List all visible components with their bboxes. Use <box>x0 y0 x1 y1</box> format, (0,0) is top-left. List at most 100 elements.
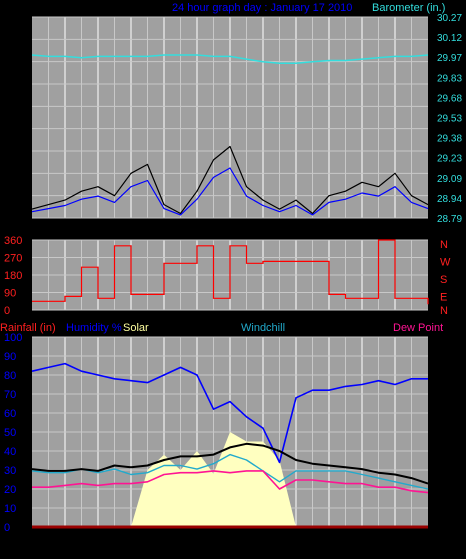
x-tick-label: 12 PM <box>187 313 216 324</box>
x-tick-label: 6 AM <box>94 529 117 540</box>
barometer-tick-label: 30.12 <box>437 33 462 44</box>
wind-direction-series-line <box>32 239 429 305</box>
x-tick-label: 6 AM <box>94 313 117 324</box>
direction-letter: N <box>440 305 448 317</box>
temperature-tick-label: 11 <box>452 485 463 496</box>
x-tick-label: 2 PM <box>226 529 249 540</box>
direction-letter: E <box>440 292 447 304</box>
y-tick-label: 0 <box>4 213 10 225</box>
temperature-tick-label: 95 <box>452 333 464 344</box>
direction-letter: N <box>440 239 448 251</box>
x-tick-label: 6 PM <box>292 221 315 232</box>
humidity-tick-label: 30 <box>4 465 16 477</box>
dewpoint-series-line <box>32 470 429 494</box>
temperature-label: Temperature (°F) <box>310 322 393 334</box>
windspeed-label: Windspeed (mph) <box>34 2 121 14</box>
x-tick-label: 6 AM <box>94 221 117 232</box>
y-tick-label: 5 <box>4 191 10 203</box>
x-tick-label: 4 AM <box>61 529 84 540</box>
y-tick-label: 10 <box>4 168 16 180</box>
humidity-tick-label: 40 <box>4 446 16 458</box>
page-title: 24 hour graph day : January 17 2010 <box>172 2 352 14</box>
y-tick-label: 35 <box>4 57 16 69</box>
x-tick-label: 10 PM <box>352 221 381 232</box>
x-tick-label: 10 AM <box>155 529 183 540</box>
rainfall-label: Rainfall (in) <box>0 322 56 334</box>
humidity-tick-label: 90 <box>4 351 16 363</box>
windchill-series-line <box>31 453 429 490</box>
humidity-tick-label: 80 <box>4 370 16 382</box>
x-tick-label: 2 AM <box>28 221 51 232</box>
temperature-tick-label: 84 <box>452 352 464 363</box>
temperature-series-line <box>31 442 429 485</box>
temperature-tick-label: 42 <box>452 428 464 439</box>
solar-label: Solar <box>123 322 149 334</box>
y-tick-label: 20 <box>4 124 16 136</box>
barometer-tick-label: 28.79 <box>437 214 462 225</box>
windspeed-series-line <box>31 145 429 215</box>
x-tick-label: 2 AM <box>28 313 51 324</box>
barometer-tick-label: 29.53 <box>437 114 462 125</box>
x-tick-label: 10 PM <box>352 313 381 324</box>
temperature-tick-label: 32 <box>452 447 464 458</box>
direction-tick-label: 270 <box>4 253 22 265</box>
y-tick-label: 15 <box>4 146 16 158</box>
barometer-series-line <box>31 54 429 64</box>
x-tick-label: 4 PM <box>259 529 282 540</box>
wind-average-line <box>31 167 429 216</box>
y-tick-label: 40 <box>4 34 16 46</box>
x-tick-label: 8 PM <box>325 529 348 540</box>
temperature-tick-label: 63 <box>452 390 464 401</box>
direction-tick-label: 360 <box>4 235 22 247</box>
temperature-tick-label: -10 <box>452 523 466 534</box>
temperature-tick-label: 21 <box>452 466 464 477</box>
barometer-label: Barometer (in.) <box>372 2 445 14</box>
humidity-label: Humidity % <box>66 322 122 334</box>
x-tick-label: 8 AM <box>127 529 150 540</box>
humidity-tick-label: 0 <box>4 522 10 534</box>
temperature-tick-label: 74 <box>452 371 464 382</box>
solar-area <box>32 432 428 527</box>
y-tick-label: 25 <box>4 101 16 113</box>
x-tick-label: 2 PM <box>226 221 249 232</box>
humidity-tick-label: 100 <box>4 332 22 344</box>
x-tick-label: 6 PM <box>292 313 315 324</box>
humidity-tick-label: 20 <box>4 484 16 496</box>
x-tick-label: 4 PM <box>259 221 282 232</box>
humidity-tick-label: 50 <box>4 427 16 439</box>
x-tick-label: 4 AM <box>61 221 84 232</box>
humidity-series-line <box>31 362 428 464</box>
barometer-tick-label: 29.23 <box>437 154 462 165</box>
x-tick-label: 8 PM <box>325 313 348 324</box>
x-tick-label: 8 PM <box>325 221 348 232</box>
temperature-tick-label: 53 <box>452 409 464 420</box>
x-tick-label: 4 PM <box>259 313 282 324</box>
barometer-tick-label: 28.94 <box>437 194 462 205</box>
y-tick-label: 30 <box>4 79 16 91</box>
x-tick-label: 12 PM <box>187 221 216 232</box>
x-tick-label: 8 AM <box>127 221 150 232</box>
y-tick-label: 45 <box>4 12 16 24</box>
x-tick-label: 6 PM <box>292 529 315 540</box>
x-tick-label: 12 PM <box>187 529 216 540</box>
barometer-tick-label: 30.27 <box>437 13 462 24</box>
x-tick-label: 10 AM <box>155 221 183 232</box>
x-tick-label: 4 AM <box>61 313 84 324</box>
direction-tick-label: 90 <box>4 288 16 300</box>
dewpoint-label: Dew Point <box>393 322 443 334</box>
humidity-tick-label: 10 <box>4 503 16 515</box>
direction-letter: S <box>440 274 447 286</box>
humidity-tick-label: 60 <box>4 408 16 420</box>
direction-tick-label: 0 <box>4 305 10 317</box>
temperature-tick-label: 0 <box>452 504 458 515</box>
x-tick-label: 8 AM <box>127 313 150 324</box>
x-tick-label: 2 AM <box>28 529 51 540</box>
direction-letter: W <box>440 257 451 269</box>
barometer-tick-label: 29.09 <box>437 174 462 185</box>
humidity-tick-label: 70 <box>4 389 16 401</box>
direction-tick-label: 180 <box>4 270 22 282</box>
barometer-tick-label: 29.83 <box>437 73 462 84</box>
barometer-tick-label: 29.38 <box>437 134 462 145</box>
x-tick-label: 10 PM <box>352 529 381 540</box>
